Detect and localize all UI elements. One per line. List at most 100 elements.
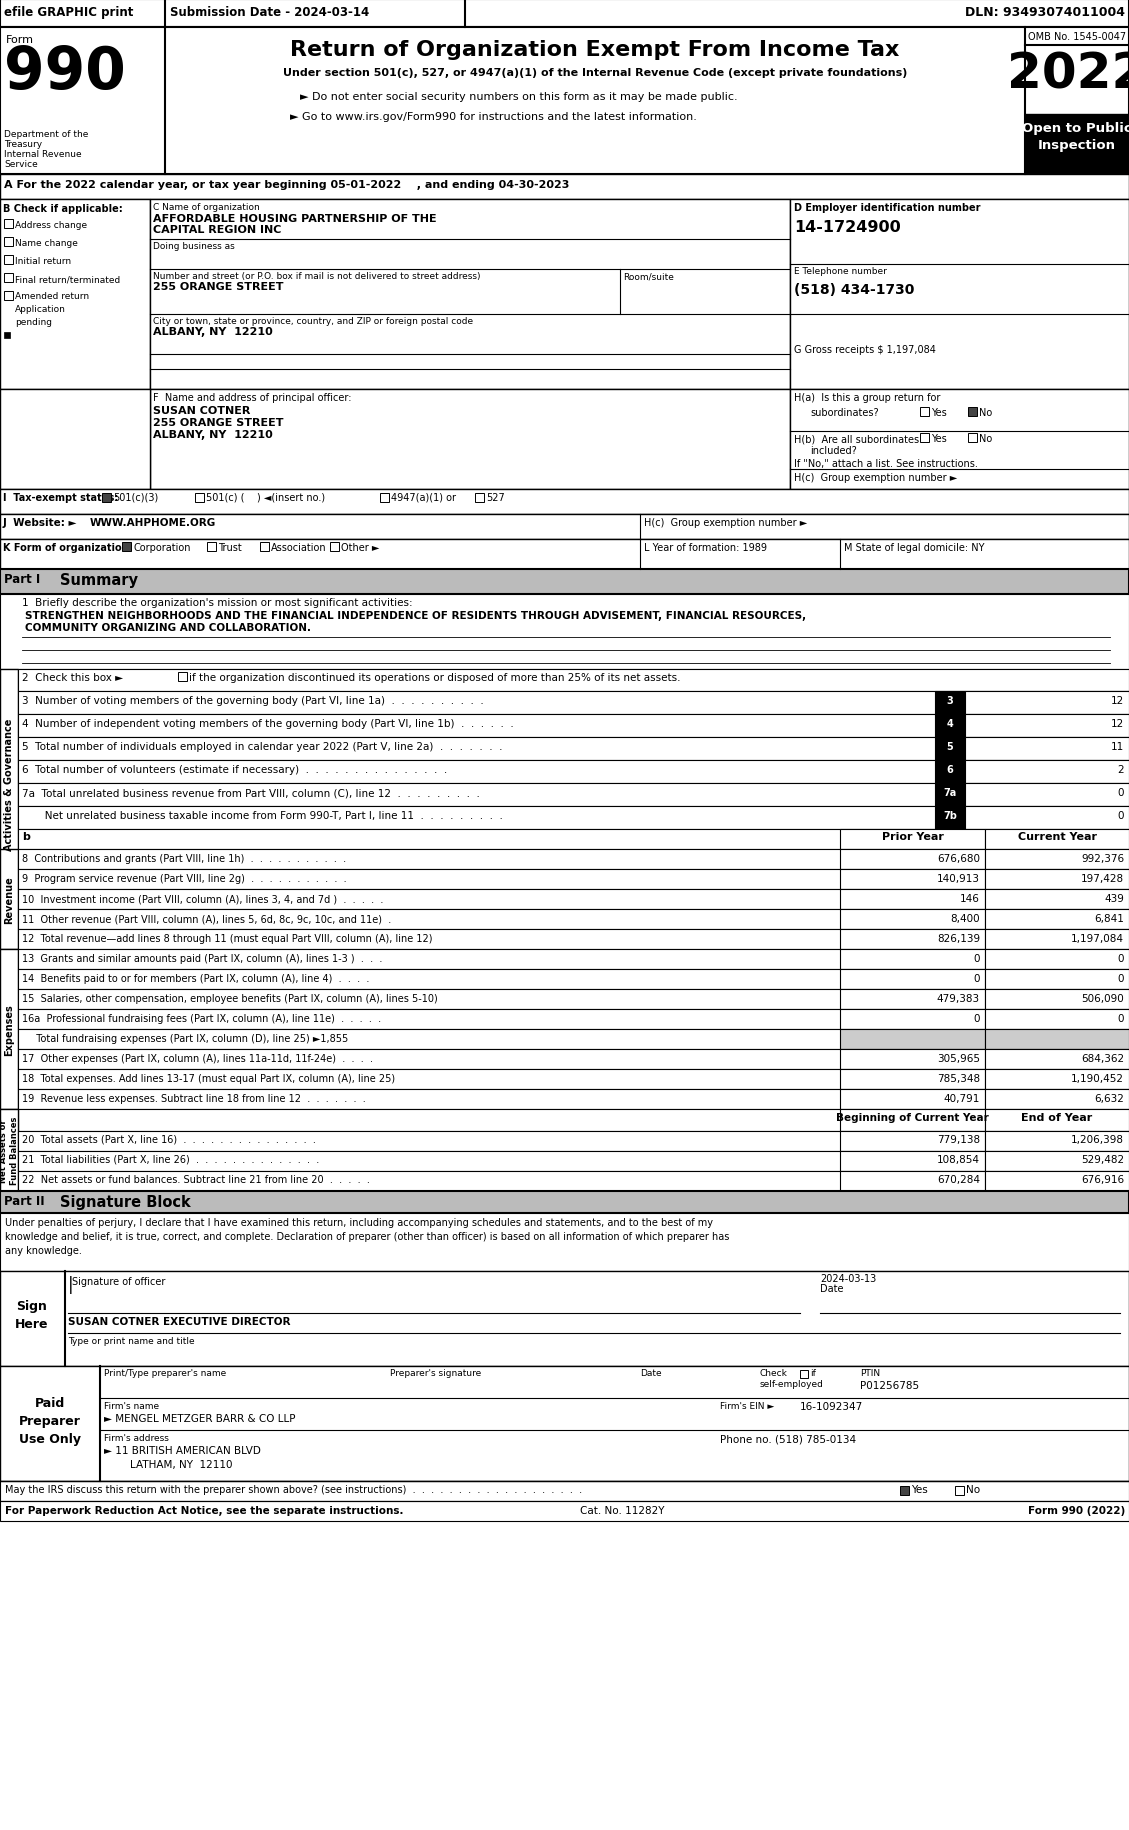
Text: Revenue: Revenue <box>5 875 14 924</box>
Bar <box>0 27 1129 176</box>
Text: Final return/terminated: Final return/terminated <box>15 274 121 284</box>
Text: Paid
Preparer
Use Only: Paid Preparer Use Only <box>19 1396 81 1446</box>
Text: Other ►: Other ► <box>341 544 379 553</box>
Bar <box>840 950 984 970</box>
Text: 992,376: 992,376 <box>1080 853 1124 864</box>
Bar <box>0 514 1129 540</box>
Text: 146: 146 <box>960 893 980 904</box>
Text: 0: 0 <box>1118 1014 1124 1023</box>
Bar <box>18 1131 1129 1151</box>
Text: Firm's name: Firm's name <box>104 1402 159 1411</box>
Bar <box>984 990 1129 1010</box>
Text: 7a  Total unrelated business revenue from Part VIII, column (C), line 12  .  .  : 7a Total unrelated business revenue from… <box>21 787 480 798</box>
Text: Form: Form <box>6 35 34 46</box>
Text: Yes: Yes <box>911 1484 928 1493</box>
Text: City or town, state or province, country, and ZIP or foreign postal code: City or town, state or province, country… <box>154 317 473 326</box>
Text: May the IRS discuss this return with the preparer shown above? (see instructions: May the IRS discuss this return with the… <box>5 1484 583 1493</box>
Bar <box>102 494 111 503</box>
Bar <box>840 970 984 990</box>
Bar <box>984 970 1129 990</box>
Bar <box>840 1089 984 1109</box>
Text: No: No <box>979 434 992 443</box>
Text: 0: 0 <box>973 974 980 983</box>
Text: WWW.AHPHOME.ORG: WWW.AHPHOME.ORG <box>90 518 217 527</box>
Bar <box>965 692 1129 714</box>
Text: H(a)  Is this a group return for: H(a) Is this a group return for <box>794 393 940 403</box>
Bar <box>18 869 1129 889</box>
Text: 17  Other expenses (Part IX, column (A), lines 11a-11d, 11f-24e)  .  .  .  .: 17 Other expenses (Part IX, column (A), … <box>21 1054 373 1063</box>
Text: Total fundraising expenses (Part IX, column (D), line 25) ►1,855: Total fundraising expenses (Part IX, col… <box>30 1034 348 1043</box>
Text: Trust: Trust <box>218 544 242 553</box>
Text: 439: 439 <box>1104 893 1124 904</box>
Text: 1  Briefly describe the organization's mission or most significant activities:: 1 Briefly describe the organization's mi… <box>21 598 412 608</box>
Text: 501(c) (    ) ◄(insert no.): 501(c) ( ) ◄(insert no.) <box>205 492 325 503</box>
Text: 305,965: 305,965 <box>937 1054 980 1063</box>
Bar <box>5 256 14 265</box>
Bar <box>984 1010 1129 1030</box>
Bar <box>935 714 965 737</box>
Text: 779,138: 779,138 <box>937 1135 980 1144</box>
Bar <box>0 569 1129 595</box>
Text: Number and street (or P.O. box if mail is not delivered to street address): Number and street (or P.O. box if mail i… <box>154 273 481 280</box>
Bar <box>968 434 977 443</box>
Text: 990: 990 <box>5 44 125 101</box>
Text: Address change: Address change <box>15 221 87 231</box>
Text: 7b: 7b <box>943 811 957 820</box>
Bar <box>984 1151 1129 1171</box>
Bar <box>260 544 269 551</box>
Bar <box>984 889 1129 910</box>
Text: 14  Benefits paid to or for members (Part IX, column (A), line 4)  .  .  .  .: 14 Benefits paid to or for members (Part… <box>21 974 369 983</box>
Text: ALBANY, NY  12210: ALBANY, NY 12210 <box>154 430 273 439</box>
Text: 4: 4 <box>946 719 953 728</box>
Bar <box>0 176 1129 199</box>
Bar <box>18 889 1129 910</box>
Text: Part I: Part I <box>5 573 41 586</box>
Text: Yes: Yes <box>931 434 947 443</box>
Text: pending: pending <box>15 318 52 328</box>
Text: 21  Total liabilities (Part X, line 26)  .  .  .  .  .  .  .  .  .  .  .  .  .  : 21 Total liabilities (Part X, line 26) .… <box>21 1155 320 1164</box>
Text: Treasury: Treasury <box>5 139 42 148</box>
Text: Firm's EIN ►: Firm's EIN ► <box>720 1402 774 1411</box>
Text: 0: 0 <box>1118 974 1124 983</box>
Bar <box>0 849 18 950</box>
Text: 10  Investment income (Part VIII, column (A), lines 3, 4, and 7d )  .  .  .  .  : 10 Investment income (Part VIII, column … <box>21 893 384 904</box>
Bar <box>965 737 1129 761</box>
Text: Cat. No. 11282Y: Cat. No. 11282Y <box>580 1506 665 1515</box>
Bar <box>0 1213 1129 1272</box>
Text: CAPITAL REGION INC: CAPITAL REGION INC <box>154 225 281 234</box>
Text: Application: Application <box>15 306 65 313</box>
Bar <box>18 1010 1129 1030</box>
Bar <box>935 737 965 761</box>
Text: 9  Program service revenue (Part VIII, line 2g)  .  .  .  .  .  .  .  .  .  .  .: 9 Program service revenue (Part VIII, li… <box>21 873 347 884</box>
Text: 527: 527 <box>485 492 505 503</box>
Bar <box>935 761 965 783</box>
Text: SUSAN COTNER: SUSAN COTNER <box>154 406 251 415</box>
Text: Amended return: Amended return <box>15 291 89 300</box>
Bar <box>122 544 131 551</box>
Text: PTIN: PTIN <box>860 1369 881 1378</box>
Bar <box>790 199 1129 390</box>
Bar <box>840 910 984 930</box>
Bar <box>984 1049 1129 1069</box>
Text: 16-1092347: 16-1092347 <box>800 1402 864 1411</box>
Bar <box>0 1367 1129 1480</box>
Bar <box>18 807 1129 829</box>
Text: Doing business as: Doing business as <box>154 242 235 251</box>
Text: Beginning of Current Year: Beginning of Current Year <box>837 1113 989 1122</box>
Bar <box>984 829 1129 849</box>
Bar <box>984 849 1129 869</box>
Bar <box>5 291 14 300</box>
Text: 6  Total number of volunteers (estimate if necessary)  .  .  .  .  .  .  .  .  .: 6 Total number of volunteers (estimate i… <box>21 765 447 774</box>
Text: 13  Grants and similar amounts paid (Part IX, column (A), lines 1-3 )  .  .  .: 13 Grants and similar amounts paid (Part… <box>21 953 383 963</box>
Text: K Form of organization:: K Form of organization: <box>3 544 132 553</box>
Bar <box>0 1480 1129 1501</box>
Bar <box>18 1069 1129 1089</box>
Text: 11: 11 <box>1111 741 1124 752</box>
Text: 8,400: 8,400 <box>951 913 980 924</box>
Text: 18  Total expenses. Add lines 13-17 (must equal Part IX, column (A), line 25): 18 Total expenses. Add lines 13-17 (must… <box>21 1074 395 1083</box>
Text: L Year of formation: 1989: L Year of formation: 1989 <box>644 544 767 553</box>
Text: 15  Salaries, other compensation, employee benefits (Part IX, column (A), lines : 15 Salaries, other compensation, employe… <box>21 994 438 1003</box>
Text: F  Name and address of principal officer:: F Name and address of principal officer: <box>154 393 351 403</box>
Bar <box>984 1109 1129 1131</box>
Text: 2022: 2022 <box>1007 49 1129 99</box>
